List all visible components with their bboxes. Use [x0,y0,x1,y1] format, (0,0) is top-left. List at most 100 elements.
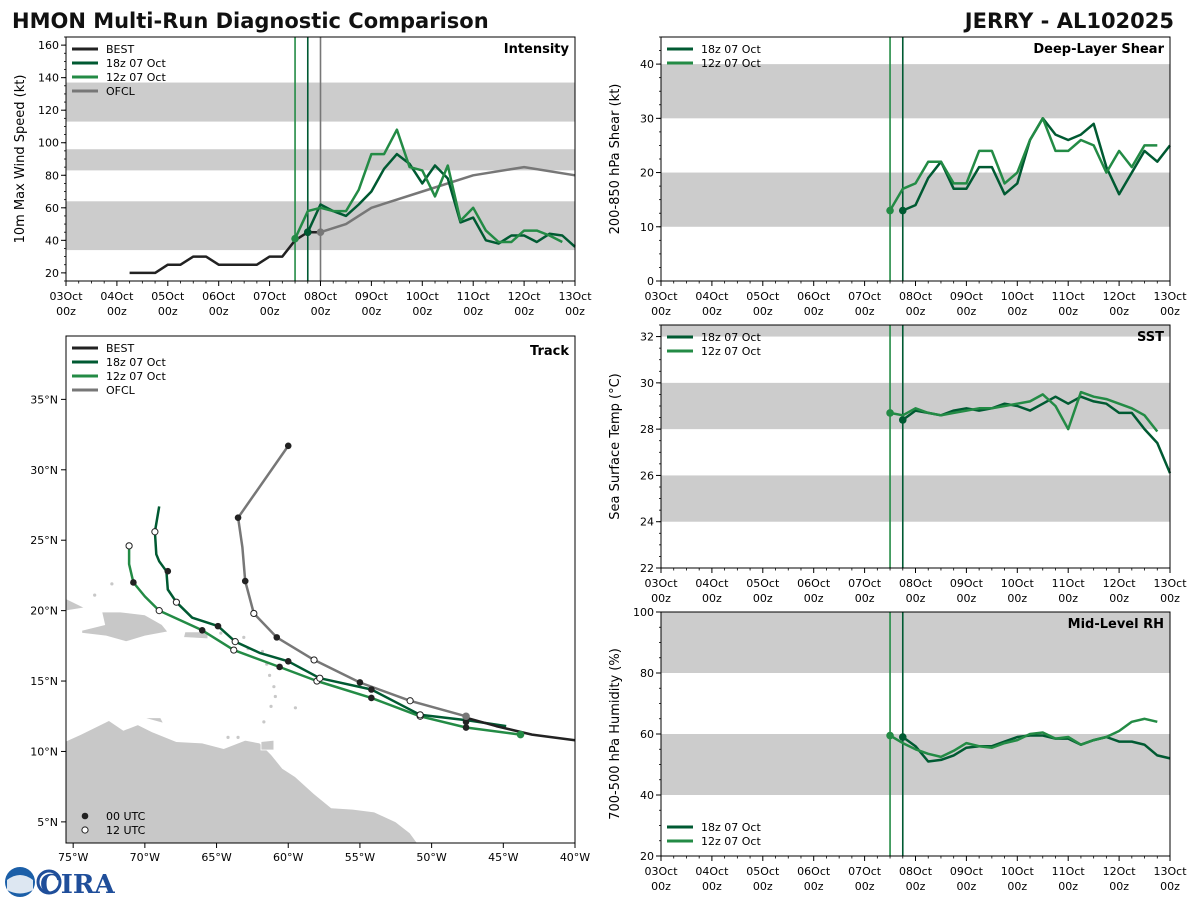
intensity-xtick-label: 09Oct 00z [355,290,389,318]
cira-logo-text: CIRA [40,870,115,900]
intensity-xtick-label: 11Oct 00z [457,290,491,318]
track-land-poly [53,633,59,640]
rh-series-line [902,734,1171,763]
track-xtick-label: 55°W [345,851,375,864]
intensity-ytick-label: 20 [45,267,59,280]
intensity-ytick-label: 60 [45,202,59,215]
track-island [269,704,273,708]
rh-xtick-label: 12Oct 00z [1103,865,1137,893]
track-marker-00z [164,567,172,575]
shear-band [661,172,1170,227]
shear-ytick-label: 0 [647,275,654,288]
rh-series-line [889,717,1158,759]
sst-frame [660,324,1171,569]
track-land-poly [143,717,165,724]
rh-xtick-label: 05Oct 00z [746,865,780,893]
rh-band [661,612,1170,673]
sst-xtick-label: 06Oct 00z [797,577,831,605]
track-line [153,506,507,728]
intensity-xtick-label: 12Oct 00z [508,290,542,318]
track-marker-12z [310,656,318,664]
track-island [242,635,246,639]
sst-xtick-label: 09Oct 00z [950,577,984,605]
cira-logo: CIRA [36,869,115,900]
shear-xtick-label: 06Oct 00z [797,290,831,318]
intensity-init-marker [303,228,312,236]
track-xtick-label: 50°W [416,851,446,864]
track-legend-00z-label: 00 UTC [106,810,146,823]
storm-id: JERRY - AL102025 [963,9,1174,33]
sst-ytick-label: 32 [640,331,654,344]
shear-legend-label: 12z 07 Oct [701,57,761,70]
track-frame [65,335,576,844]
sst-series-line [889,390,1159,433]
track-marker-00z [214,622,222,630]
track-island [293,706,298,710]
track-marker-00z [198,627,206,634]
sst-xtick-label: 11Oct 00z [1052,577,1086,605]
track-marker-12z [416,711,424,719]
sst-xtick-label: 08Oct 00z [899,577,933,605]
shear-xtick-label: 08Oct 00z [899,290,933,318]
track-start-marker [462,712,470,721]
sst-xtick-label: 07Oct 00z [848,577,882,605]
rh-title: Mid-Level RH [1068,617,1164,632]
track-marker-00z [356,679,364,686]
shear-xtick-label: 09Oct 00z [950,290,984,318]
shear-xtick-label: 13Oct 00z [1153,290,1187,318]
intensity-ytick-label: 100 [38,137,59,150]
intensity-ytick-label: 40 [45,234,59,247]
shear-xtick-label: 11Oct 00z [1052,290,1086,318]
sst-xtick-label: 03Oct 00z [644,577,678,605]
track-island [219,631,223,635]
sst-legend-label: 18z 07 Oct [701,331,761,344]
sst-xtick-label: 12Oct 00z [1103,577,1137,605]
track-legend-12z-label: 12 UTC [106,824,146,837]
shear-band [661,64,1170,119]
shear-ylabel: 200-850 hPa Shear (kt) [608,84,623,235]
rh-xtick-label: 09Oct 00z [950,865,984,893]
rh-legend-label: 18z 07 Oct [701,821,761,834]
track-land [53,582,418,843]
intensity-series-line [306,152,576,248]
sst-xtick-label: 05Oct 00z [746,577,780,605]
intensity-init-marker [316,228,325,236]
track-ytick-label: 10°N [30,745,58,758]
track-island [93,593,97,597]
track-land-poly [66,720,418,843]
intensity-xtick-label: 04Oct 00z [100,290,134,318]
shear-xtick-label: 12Oct 00z [1103,290,1137,318]
track-island [268,673,272,678]
track-island [272,685,276,689]
track-marker-12z [230,646,238,654]
sst-legend-label: 12z 07 Oct [701,345,761,358]
track-legend-00z-marker [81,812,89,820]
rh-init-marker [886,731,894,740]
shear-xtick-label: 03Oct 00z [644,290,678,318]
track-ytick-label: 20°N [30,605,58,618]
track-line [236,445,467,718]
track-marker-00z [284,658,292,665]
rh-xtick-label: 11Oct 00z [1052,865,1086,893]
sst-panel: 22 24 26 28 30 32 03Oct 00z 04Oct 00z 05Oct 00z 06Oc… [608,324,1187,605]
track-marker-00z [130,579,137,586]
intensity-ytick-label: 80 [45,169,59,182]
rh-panel: 20 40 60 80 100 03Oct 00z 04Oct 00z 05Oct 00z 06Oct… [608,606,1187,893]
intensity-ytick-label: 140 [38,72,59,85]
track-marker-12z [316,674,324,682]
track-marker-12z [406,697,414,705]
sst-ytick-label: 30 [640,377,654,390]
track-marker-00z [284,442,292,450]
shear-series-line [888,117,1158,212]
shear-xtick-label: 05Oct 00z [746,290,780,318]
track-panel: 75°W 70°W 65°W 60°W 55°W 50°W 45°W 40°W 5°N 10°N 1… [30,335,590,864]
track-marker-12z [125,542,133,550]
rh-xtick-label: 13Oct 00z [1153,865,1187,893]
track-ytick-label: 25°N [30,534,58,547]
sst-xtick-label: 04Oct 00z [695,577,729,605]
track-legend-12z-marker [81,826,89,834]
track-line [465,716,576,742]
cira-logo-ring [36,869,62,895]
sst-band [661,325,1170,337]
